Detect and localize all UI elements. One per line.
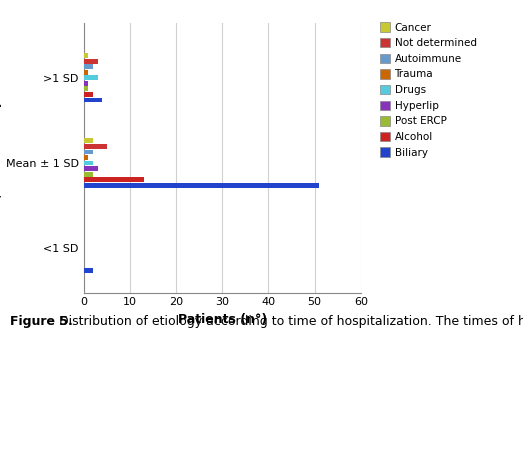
Bar [84, 166, 97, 171]
Bar [84, 139, 93, 144]
Legend: Cancer, Not determined, Autoimmune, Trauma, Drugs, Hyperlip, Post ERCP, Alcohol,: Cancer, Not determined, Autoimmune, Trau… [380, 22, 476, 158]
Bar [84, 144, 107, 149]
Bar [84, 183, 319, 188]
Bar [84, 76, 97, 80]
Bar [84, 98, 102, 103]
Bar [84, 53, 88, 58]
Bar [84, 268, 93, 273]
Bar [84, 92, 93, 97]
Bar [84, 171, 93, 176]
Text: Figure 5.: Figure 5. [10, 315, 73, 328]
Bar [84, 149, 93, 154]
Bar [84, 86, 88, 91]
Bar [84, 70, 88, 75]
Bar [84, 64, 93, 69]
Bar [84, 177, 144, 182]
Bar [84, 161, 93, 166]
Bar [84, 59, 97, 64]
Bar [84, 155, 88, 160]
Y-axis label: Hospitalization Days: Hospitalization Days [0, 94, 2, 221]
Text: Distribution of etiology according to time of hospitalization. The times of hosp: Distribution of etiology according to ti… [55, 315, 523, 328]
X-axis label: Patients (n°): Patients (n°) [178, 313, 267, 326]
Bar [84, 81, 88, 86]
